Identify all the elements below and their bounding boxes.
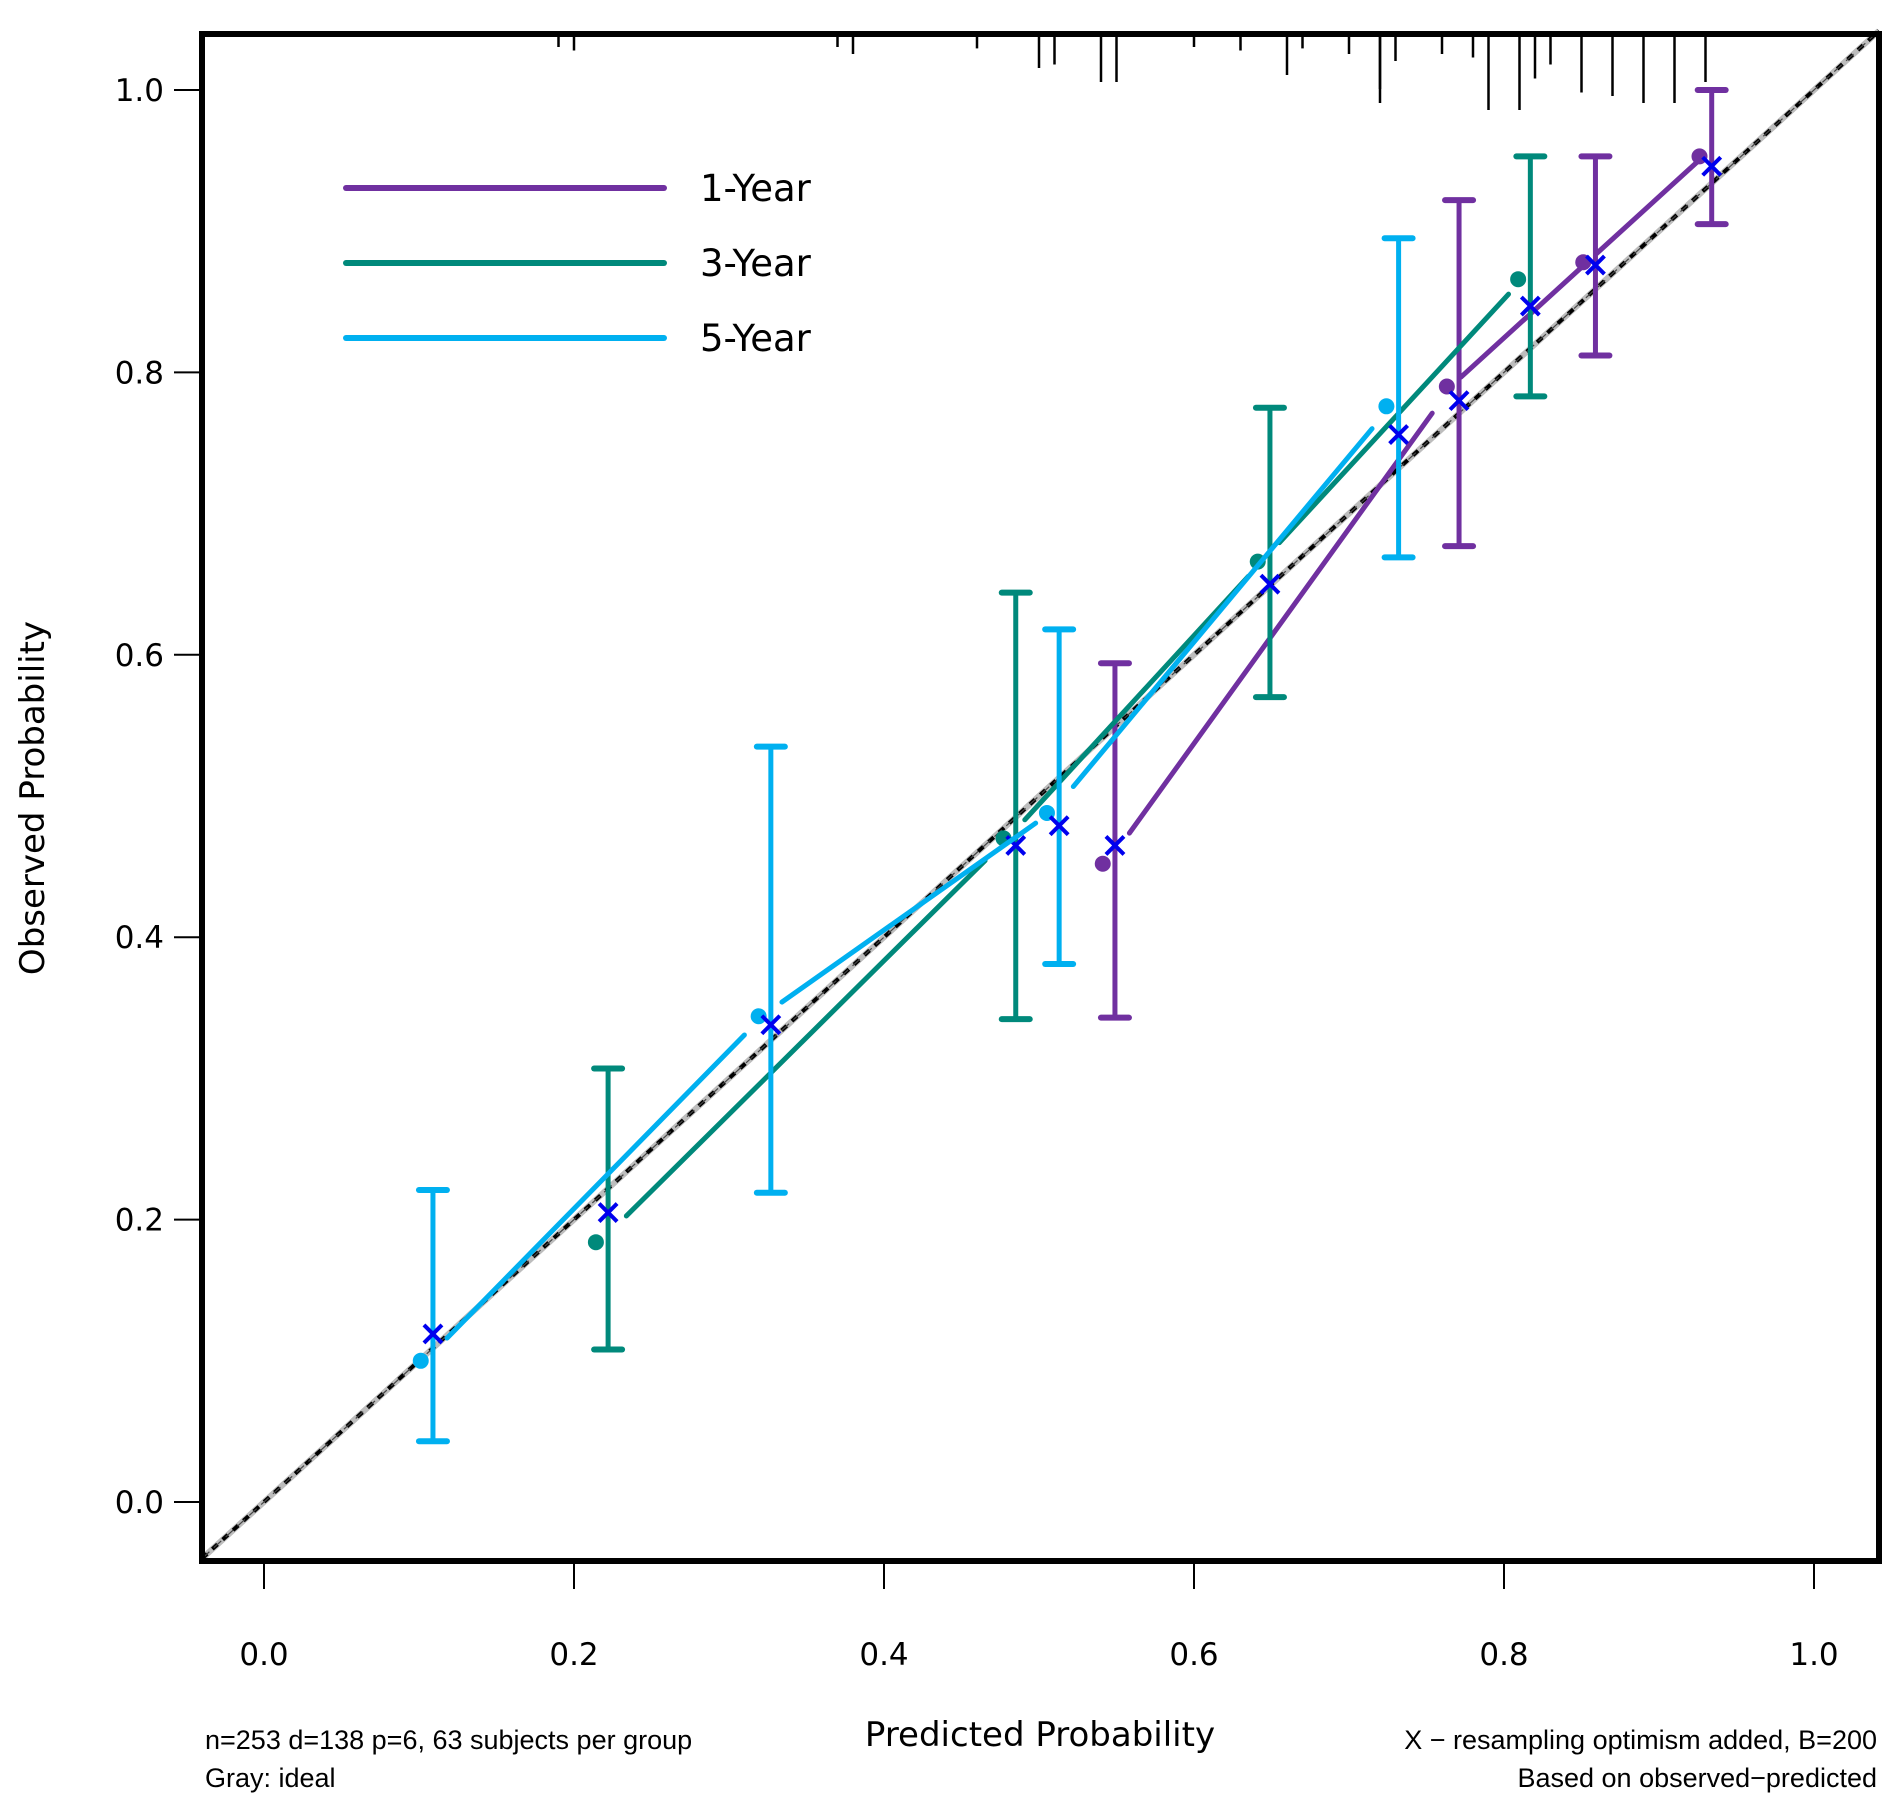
legend: 1-Year 3-Year 5-Year: [343, 167, 812, 360]
series-layer: [412, 87, 1729, 1445]
corrected-marker-x: [1005, 835, 1027, 856]
y-axis-title: Observed Probability: [13, 621, 53, 975]
calibration-segment: [1458, 265, 1584, 380]
y-axis: 0.0 0.2 0.4 0.6 0.8 1.0: [115, 73, 199, 1521]
calibration-segment: [1126, 410, 1435, 836]
rug-layer: [557, 34, 1707, 110]
y-tick-label: 0.0: [115, 1485, 164, 1521]
corrected-marker-x: [1259, 573, 1281, 595]
x-tick-label: 0.2: [549, 1637, 598, 1673]
calibration-segment: [1593, 158, 1702, 257]
y-tick-label: 0.8: [115, 355, 164, 391]
legend-label-1-year: 1-Year: [700, 167, 812, 210]
calibration-segment: [1276, 291, 1512, 546]
series-5-year: [412, 235, 1416, 1445]
x-axis-title: Predicted Probability: [865, 1715, 1215, 1755]
corrected-marker-x: [1104, 835, 1126, 856]
series-3-year: [587, 153, 1548, 1353]
calibration-segment: [1070, 426, 1375, 790]
x-tick-label: 1.0: [1789, 1637, 1838, 1673]
annotation-basis: Based on observed−predicted: [1517, 1763, 1877, 1793]
observed-point: [1510, 271, 1527, 288]
annotation-optimism: X − resampling optimism added, B=200: [1404, 1725, 1877, 1755]
corrected-marker-x: [1585, 254, 1606, 276]
corrected-marker-x: [597, 1202, 619, 1223]
plot-frame: [199, 31, 1882, 1564]
y-tick-label: 0.2: [115, 1203, 164, 1239]
corrected-marker-x: [422, 1323, 444, 1345]
y-tick-label: 0.4: [115, 920, 164, 956]
observed-point: [1378, 398, 1395, 415]
observed-point: [412, 1352, 429, 1369]
annotation-sample-info: n=253 d=138 p=6, 63 subjects per group: [205, 1725, 692, 1755]
corrected-marker-x: [1448, 390, 1470, 412]
calibration-segment: [1022, 573, 1251, 823]
legend-label-3-year: 3-Year: [700, 242, 812, 285]
x-tick-label: 0.8: [1479, 1637, 1528, 1673]
legend-label-5-year: 5-Year: [700, 317, 812, 360]
corrected-marker-x: [1048, 815, 1070, 837]
corrected-marker-x: [760, 1014, 782, 1036]
calibration-segment: [779, 820, 1039, 1005]
calibration-segment: [444, 1032, 747, 1341]
x-tick-label: 0.6: [1169, 1637, 1218, 1673]
x-tick-label: 0.4: [859, 1637, 908, 1673]
corrected-marker-x: [1701, 155, 1723, 177]
observed-point: [750, 1008, 767, 1025]
y-tick-label: 1.0: [115, 73, 164, 109]
x-tick-label: 0.0: [239, 1637, 288, 1673]
bias-corrected-line: [201, 30, 1880, 1559]
observed-point: [1438, 378, 1455, 395]
calibration-segment: [623, 858, 988, 1219]
x-axis: 0.0 0.2 0.4 0.6 0.8 1.0: [239, 1564, 1839, 1673]
observed-point: [587, 1234, 604, 1251]
y-tick-label: 0.6: [115, 638, 164, 674]
corrected-marker-x: [1519, 295, 1541, 317]
plot-area: [199, 28, 1882, 1561]
corrected-marker-x: [1388, 424, 1410, 445]
observed-point: [1094, 855, 1111, 872]
annotation-ideal-key: Gray: ideal: [205, 1763, 336, 1793]
